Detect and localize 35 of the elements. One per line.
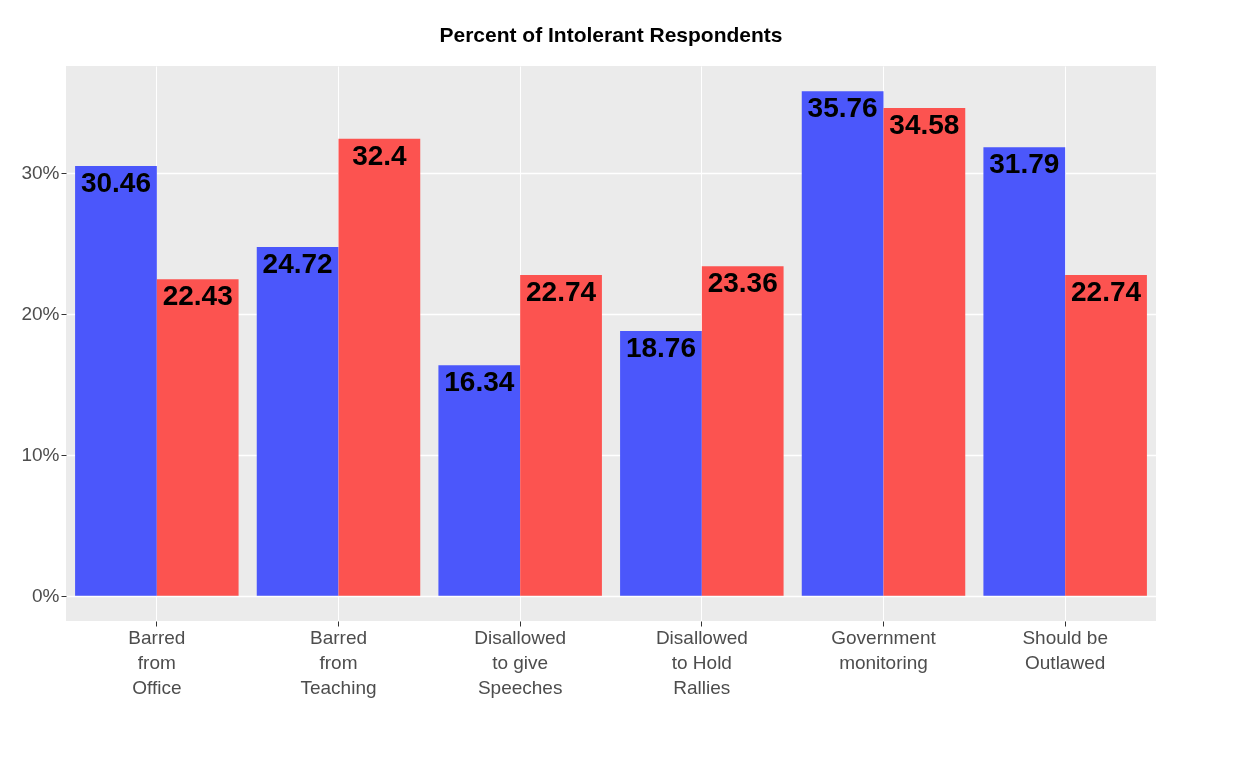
data-label: 18.76 <box>625 332 696 364</box>
data-label: 35.76 <box>807 92 878 124</box>
data-label: 22.74 <box>526 275 597 307</box>
x-tick-label: Barred from Office <box>128 626 186 698</box>
data-label: 24.72 <box>262 248 333 279</box>
x-tick-label: Barred from Teaching <box>300 626 377 698</box>
bar <box>983 147 1066 596</box>
data-label: 23.36 <box>707 267 778 299</box>
data-label: 32.4 <box>352 139 408 171</box>
bar <box>256 247 339 596</box>
bar <box>883 107 966 596</box>
y-tick-label: 0% <box>32 585 60 607</box>
x-tick-label: Government monitoring <box>831 626 937 673</box>
bar <box>701 266 784 596</box>
y-tick-label: 20% <box>21 303 60 325</box>
x-tick-label: Disallowed to give Speeches <box>474 626 567 698</box>
data-label: 31.79 <box>989 148 1060 180</box>
x-tick-label: Should be Outlawed <box>1022 626 1108 673</box>
bar <box>620 331 702 596</box>
data-label: 34.58 <box>889 108 960 140</box>
data-label: 16.34 <box>444 366 515 398</box>
data-label: 22.74 <box>1071 275 1142 307</box>
x-tick-label: Disallowed to Hold Rallies <box>655 626 748 698</box>
bar <box>156 279 239 596</box>
bar <box>520 274 602 596</box>
chart-title: Percent of Intolerant Respondents <box>439 23 783 46</box>
y-tick-label: 10% <box>21 444 60 466</box>
bar <box>1065 274 1147 596</box>
bar <box>438 365 521 596</box>
bar <box>338 138 421 596</box>
bar <box>801 91 884 596</box>
data-label: 30.46 <box>80 167 151 199</box>
data-label: 22.43 <box>162 280 233 312</box>
y-tick-label: 30% <box>21 162 60 184</box>
bar <box>75 166 157 596</box>
